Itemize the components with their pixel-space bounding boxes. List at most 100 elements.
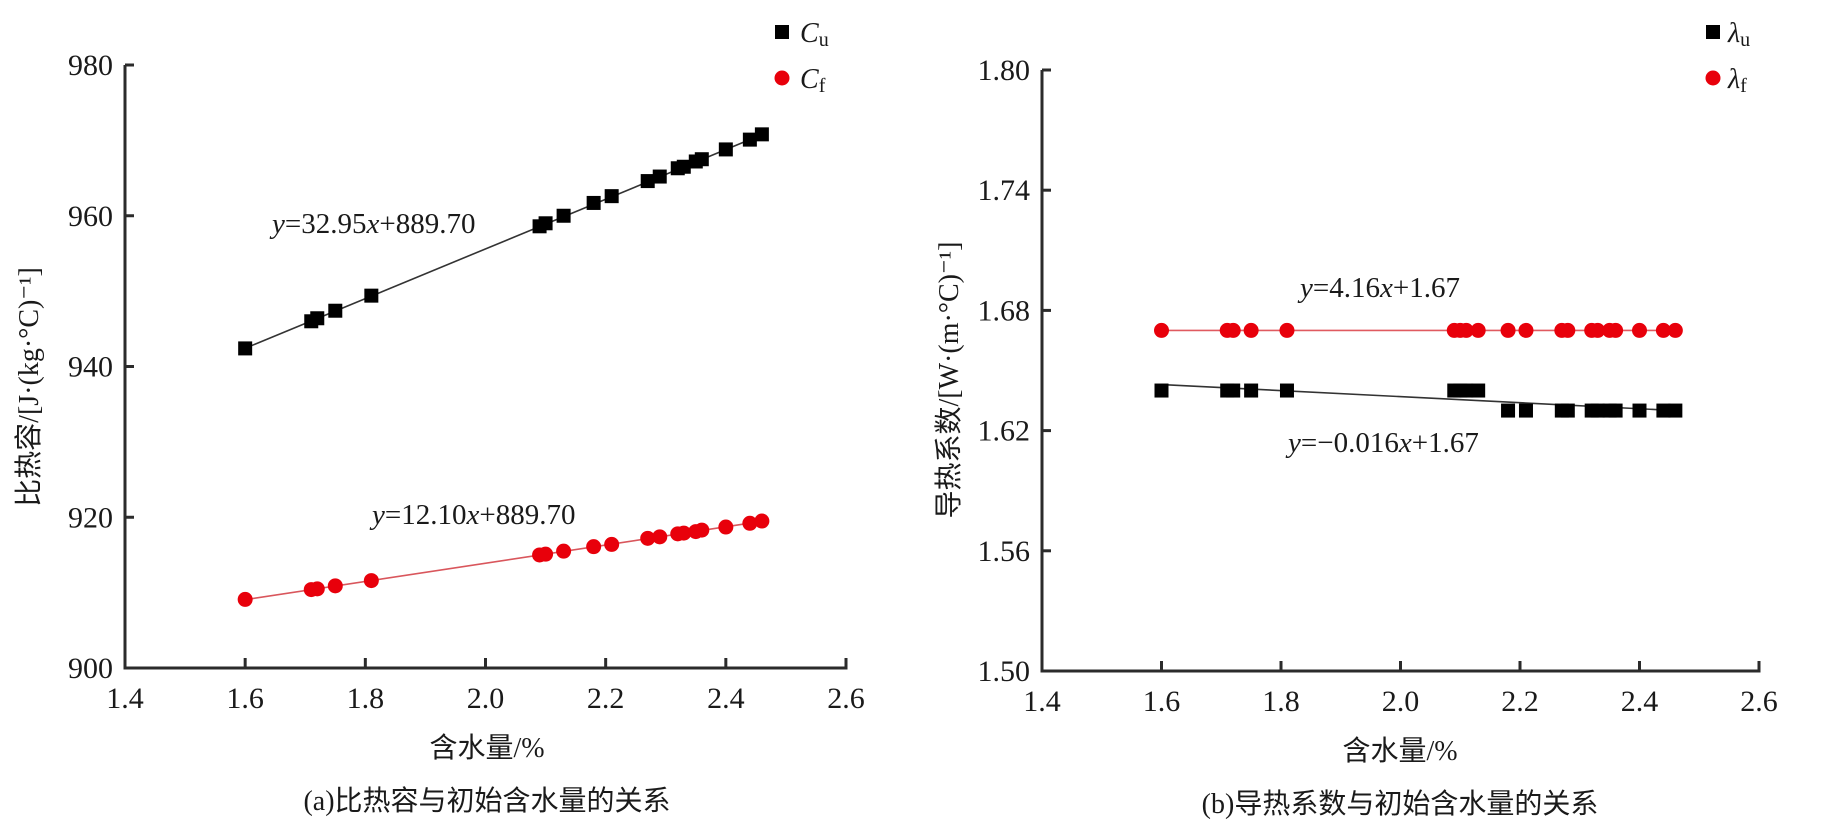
- legend-b: λu λf: [1705, 18, 1750, 97]
- data-point-Cu: [742, 132, 757, 147]
- x-tick-label: 1.8: [1262, 685, 1300, 718]
- data-point-λu: [1244, 383, 1259, 398]
- data-point-λf: [1458, 322, 1474, 338]
- legend-marker-lambda-u: [1706, 25, 1720, 39]
- x-tick-label: 2.0: [1382, 685, 1420, 718]
- x-tick-label: 2.6: [827, 682, 865, 715]
- data-point-λu: [1518, 403, 1533, 418]
- data-point-λu: [1279, 383, 1294, 398]
- tick-labels-a: 900 920 940 960 980 1.4 1.6 1.8 2.0 2.2 2.4 2.6: [68, 49, 865, 715]
- y-tick-label: 900: [68, 652, 113, 685]
- x-tick-label: 2.0: [467, 682, 505, 715]
- data-point-λf: [1632, 322, 1647, 338]
- legend-label-lambda-u: λu: [1727, 18, 1750, 51]
- y-axis-title-b: 导热系数/[W·(m·°C)⁻¹]: [933, 242, 965, 519]
- data-point-λf: [1590, 322, 1606, 338]
- y-tick-label: 940: [68, 351, 113, 384]
- data-point-λu: [1471, 383, 1486, 398]
- x-axis-title-a: 含水量/%: [429, 732, 544, 764]
- data-point-λf: [1667, 322, 1683, 338]
- x-tick-label: 1.6: [226, 682, 264, 715]
- data-point-Cu: [238, 341, 253, 356]
- data-point-λf: [1655, 322, 1671, 338]
- data-point-Cu: [676, 159, 691, 174]
- y-tick-label: 1.74: [978, 174, 1031, 207]
- legend-marker-cf: [774, 70, 790, 86]
- data-point-λf: [1560, 322, 1576, 338]
- x-tick-label: 2.4: [1621, 685, 1659, 718]
- y-tick-label: 960: [68, 200, 113, 233]
- eq-var-x: x: [465, 499, 479, 531]
- eq-var-y: y: [1297, 272, 1313, 304]
- y-tick-label: 920: [68, 501, 113, 534]
- eq-var-x: x: [1379, 272, 1393, 304]
- data-point-Cf: [604, 536, 620, 552]
- fit-lines-b: [1161, 329, 1676, 412]
- data-point-Cu: [538, 216, 553, 231]
- tick-labels-b: 1.50 1.56 1.62 1.68 1.74 1.80 1.4 1.6 1.8 2.0 2.2 2…: [978, 54, 1778, 718]
- y-tick-label: 1.62: [978, 415, 1031, 448]
- data-point-Cf: [363, 573, 379, 589]
- data-point-Cf: [538, 546, 554, 562]
- eq-var-x: x: [365, 208, 379, 240]
- eq-var-y: y: [269, 208, 285, 240]
- data-point-λu: [1501, 403, 1516, 418]
- axes-b: [1040, 68, 1761, 673]
- data-point-λf: [1154, 322, 1169, 338]
- caption-b: (b)导热系数与初始含水量的关系: [1202, 788, 1599, 820]
- eq-var-y: y: [1285, 427, 1301, 459]
- x-tick-label: 2.4: [707, 682, 745, 715]
- x-tick-label: 2.2: [587, 682, 625, 715]
- equation-lambda-u: y=−0.016x+1.67: [1285, 427, 1479, 459]
- data-point-λf: [1608, 322, 1624, 338]
- x-tick-label: 1.8: [347, 682, 385, 715]
- equation-lambda-f: y=4.16x+1.67: [1297, 272, 1460, 304]
- x-tick-label: 2.6: [1740, 685, 1778, 718]
- data-point-λu: [1656, 403, 1671, 418]
- eq-coef: =4.16: [1313, 272, 1380, 304]
- legend-label-cu: Cu: [800, 18, 829, 51]
- chart-panel-a: 900 920 940 960 980 1.4 1.6 1.8 2.0 2.2 2.4 2.6 比热容…: [13, 18, 865, 817]
- eq-coef: =32.95: [285, 208, 367, 240]
- y-tick-label: 1.80: [978, 54, 1031, 87]
- data-point-λu: [1608, 403, 1623, 418]
- eq-coef: =−0.016: [1301, 427, 1399, 459]
- data-point-Cu: [310, 311, 325, 326]
- y-axis-title-a: 比热容/[J·(kg·°C)⁻¹]: [13, 267, 45, 507]
- chart-panel-b: 1.50 1.56 1.62 1.68 1.74 1.80 1.4 1.6 1.8 2.0 2.2 2…: [933, 18, 1778, 820]
- data-point-Cu: [328, 303, 343, 318]
- data-point-Cu: [364, 288, 379, 303]
- data-point-Cf: [754, 513, 770, 529]
- data-point-λu: [1459, 383, 1474, 398]
- data-point-Cu: [652, 169, 667, 184]
- data-points-a: [237, 127, 770, 607]
- y-tick-label: 980: [68, 49, 113, 82]
- data-point-Cu: [718, 142, 733, 157]
- x-tick-label: 1.4: [106, 682, 144, 715]
- eq-var-x: x: [1398, 427, 1412, 459]
- data-point-λu: [1668, 403, 1683, 418]
- x-tick-label: 1.4: [1023, 685, 1061, 718]
- data-point-Cf: [742, 515, 758, 531]
- legend-marker-lambda-f: [1705, 70, 1721, 86]
- x-tick-label: 1.6: [1143, 685, 1181, 718]
- legend-label-lambda-f: λf: [1727, 64, 1747, 97]
- data-point-Cu: [694, 152, 709, 167]
- eq-intercept: +889.70: [479, 499, 575, 531]
- data-point-λf: [1470, 322, 1486, 338]
- data-point-Cu: [604, 189, 619, 204]
- data-point-λf: [1518, 322, 1534, 338]
- data-point-Cf: [652, 529, 668, 545]
- x-axis-title-b: 含水量/%: [1342, 735, 1457, 767]
- data-point-λf: [1500, 322, 1516, 338]
- y-tick-label: 1.68: [978, 294, 1031, 327]
- data-point-λu: [1226, 383, 1241, 398]
- equation-cu: y=32.95x+889.70: [269, 208, 475, 240]
- eq-intercept: +1.67: [1393, 272, 1460, 304]
- data-point-λu: [1560, 403, 1575, 418]
- data-point-Cf: [640, 530, 656, 546]
- eq-coef: =12.10: [385, 499, 467, 531]
- data-point-Cf: [694, 522, 710, 538]
- data-point-Cf: [309, 581, 325, 597]
